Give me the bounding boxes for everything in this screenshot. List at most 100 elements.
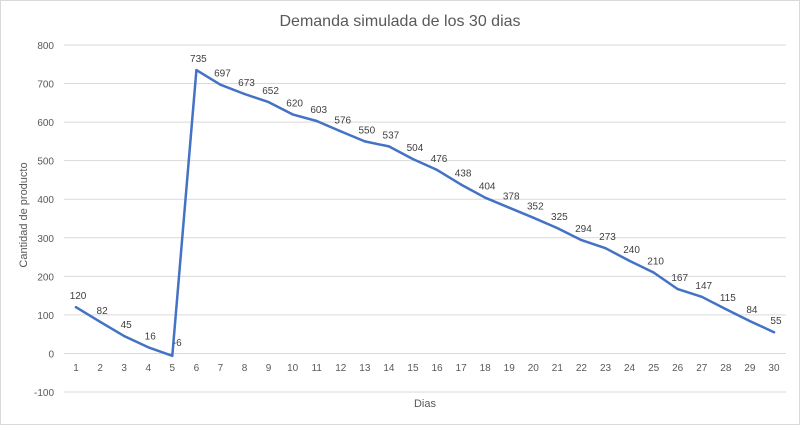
x-tick-label: 1 [73, 363, 79, 374]
data-label: 735 [190, 54, 207, 65]
data-label: -6 [173, 338, 182, 349]
x-tick-label: 25 [648, 363, 660, 374]
y-tick-label: 700 [37, 80, 54, 91]
data-labels: 120 82 45 16 -6 735 697 673 652 620 603 576 550 537 50… [70, 54, 782, 349]
data-label: 697 [214, 69, 231, 80]
data-point [556, 226, 559, 230]
data-label: 273 [599, 232, 616, 243]
data-point [772, 331, 776, 334]
data-label: 45 [121, 320, 133, 331]
data-point [483, 196, 487, 199]
y-axis-title: Cantidad de producto [18, 162, 30, 267]
x-tick-label: 20 [528, 363, 540, 374]
data-point [676, 287, 679, 291]
data-point [219, 83, 222, 86]
data-point [435, 168, 439, 172]
data-point [195, 68, 198, 72]
x-tick-label: 13 [359, 363, 371, 374]
data-label: 550 [358, 125, 375, 136]
data-label: 620 [286, 98, 303, 109]
y-tick-label: -100 [34, 388, 54, 399]
chart-title: Demanda simulada de los 30 dias [279, 13, 520, 30]
x-tick-label: 22 [576, 363, 588, 374]
data-point [652, 271, 655, 274]
data-label: 537 [383, 130, 400, 141]
x-tick-label: 24 [624, 363, 636, 374]
x-tick-label: 23 [600, 363, 612, 374]
x-tick-label: 7 [218, 363, 224, 374]
data-label: 147 [695, 281, 712, 292]
data-label: 325 [551, 212, 568, 223]
x-tick-label: 14 [383, 363, 395, 374]
data-label: 603 [310, 105, 327, 116]
series-layer [74, 68, 776, 358]
y-tick-label: 800 [37, 41, 54, 52]
data-point [147, 346, 150, 349]
y-tick-labels: -100 0 100 200 300 400 500 600 700 800 [34, 41, 54, 399]
data-label: 378 [503, 192, 520, 203]
y-tick-label: 200 [37, 272, 54, 283]
y-tick-label: 300 [37, 234, 54, 245]
data-label: 115 [720, 293, 736, 304]
data-label: 55 [770, 316, 782, 327]
data-label: 82 [97, 306, 109, 317]
data-point [459, 183, 463, 186]
x-tick-label: 12 [335, 363, 347, 374]
data-point [243, 92, 246, 96]
data-point [171, 354, 174, 357]
x-tick-label: 28 [720, 363, 732, 374]
x-tick-label: 15 [407, 363, 419, 374]
x-tick-label: 6 [194, 363, 200, 374]
data-label: 120 [70, 291, 87, 302]
data-label: 673 [238, 78, 255, 89]
data-point [700, 295, 703, 298]
data-point [339, 130, 342, 133]
data-point [628, 259, 631, 263]
y-tick-label: 600 [37, 118, 54, 129]
x-tick-label: 2 [97, 363, 103, 374]
y-tick-label: 500 [37, 157, 54, 168]
y-tick-label: 100 [37, 311, 54, 322]
x-tick-label: 30 [768, 363, 780, 374]
series-line [74, 68, 776, 358]
data-point [604, 246, 607, 250]
data-point [508, 206, 511, 209]
x-axis-title: Dias [414, 398, 437, 410]
x-tick-label: 19 [504, 363, 516, 374]
data-label: 438 [455, 169, 472, 180]
data-point [387, 145, 391, 148]
x-tick-label: 18 [480, 363, 492, 374]
data-point [267, 100, 270, 104]
data-point [532, 216, 535, 219]
x-tick-label: 16 [431, 363, 443, 374]
x-tick-label: 21 [552, 363, 564, 374]
data-point [580, 238, 583, 242]
data-label: 504 [407, 143, 424, 154]
data-label: 352 [527, 202, 544, 213]
x-tick-label: 5 [170, 363, 176, 374]
x-tick-label: 3 [121, 363, 127, 374]
data-label: 84 [746, 305, 758, 316]
data-label: 16 [145, 331, 157, 342]
x-tick-label: 27 [696, 363, 708, 374]
data-point [315, 119, 318, 123]
data-point [411, 157, 415, 161]
x-tick-labels: 1 2 3 4 5 6 7 8 9 10 11 12 13 14 15 16 17 18 19 20 21 22 23 24 2… [73, 363, 780, 374]
data-label: 240 [623, 245, 640, 256]
data-label: 652 [262, 86, 279, 97]
x-tick-label: 10 [287, 363, 299, 374]
data-label: 576 [334, 115, 351, 126]
data-label: 294 [575, 224, 592, 235]
y-tick-label: 400 [37, 195, 54, 206]
x-tick-label: 11 [312, 363, 323, 374]
x-tick-label: 17 [456, 363, 468, 374]
data-label: 167 [671, 273, 688, 284]
x-tick-label: 4 [145, 363, 151, 374]
data-label: 476 [431, 154, 448, 165]
data-point [363, 140, 367, 143]
data-label: 210 [647, 256, 664, 267]
x-tick-label: 26 [672, 363, 684, 374]
data-point [291, 113, 294, 116]
x-tick-label: 8 [242, 363, 248, 374]
